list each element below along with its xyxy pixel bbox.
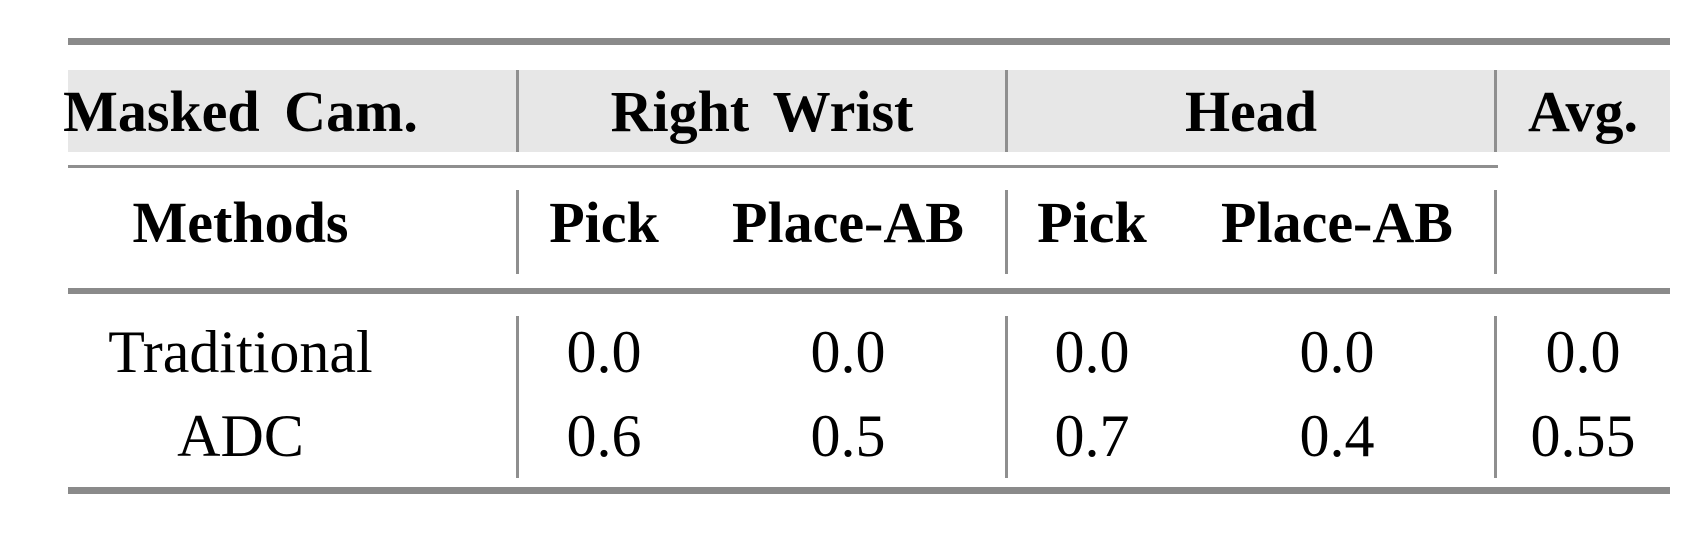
column-divider — [516, 70, 519, 152]
column-divider — [1494, 70, 1497, 152]
mid-rule — [68, 288, 1670, 294]
row-traditional-head-place-ab: 0.0 — [1299, 318, 1375, 385]
row-adc-head-pick: 0.7 — [1054, 402, 1130, 469]
row-adc-rw-place-ab: 0.5 — [810, 402, 886, 469]
row-traditional-avg: 0.0 — [1545, 318, 1621, 385]
top-rule — [68, 38, 1670, 45]
column-divider — [1005, 190, 1008, 274]
row-traditional-rw-place-ab: 0.0 — [810, 318, 886, 385]
column-divider — [516, 190, 519, 274]
col-header-right-wrist-place-ab: Place-AB — [732, 189, 964, 255]
col-header-methods: Methods — [132, 189, 349, 255]
column-divider — [1494, 316, 1497, 478]
row-traditional-head-pick: 0.0 — [1054, 318, 1130, 385]
column-divider — [1005, 316, 1008, 478]
row-adc-avg: 0.55 — [1530, 402, 1636, 469]
row-adc-method: ADC — [177, 402, 304, 469]
col-header-head-place-ab: Place-AB — [1221, 189, 1453, 255]
column-divider — [1494, 190, 1497, 274]
col-header-right-wrist-pick: Pick — [549, 189, 659, 255]
bottom-rule — [68, 487, 1670, 494]
row-adc-rw-pick: 0.6 — [566, 402, 642, 469]
col-header-masked-cam: Masked Cam. — [63, 78, 418, 144]
header-partial-midrule — [68, 165, 1498, 168]
col-header-head-pick: Pick — [1037, 189, 1147, 255]
column-divider — [516, 316, 519, 478]
column-divider — [1005, 70, 1008, 152]
row-traditional-method: Traditional — [108, 318, 373, 385]
header-row-background — [68, 70, 1670, 152]
group-header-right-wrist: Right Wrist — [610, 78, 914, 144]
row-adc-head-place-ab: 0.4 — [1299, 402, 1375, 469]
row-traditional-rw-pick: 0.0 — [566, 318, 642, 385]
col-header-avg: Avg. — [1527, 78, 1639, 144]
group-header-head: Head — [1184, 78, 1318, 144]
